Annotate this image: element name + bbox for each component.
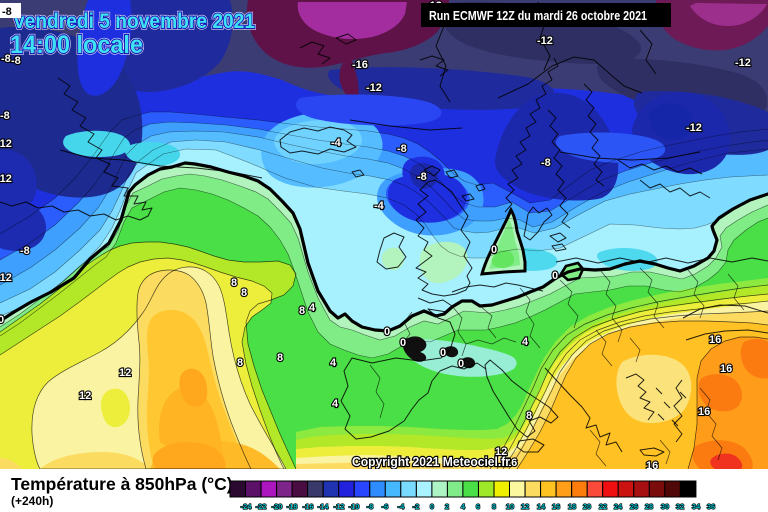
svg-text:0: 0 (400, 337, 406, 349)
svg-text:Température à 850hPa (°C): Température à 850hPa (°C) (11, 474, 233, 494)
svg-text:8: 8 (492, 502, 496, 511)
svg-text:28: 28 (645, 502, 653, 511)
svg-text:26: 26 (630, 502, 638, 511)
svg-text:36: 36 (707, 502, 715, 511)
svg-text:10: 10 (506, 502, 514, 511)
svg-text:vendredi 5 novembre 2021: vendredi 5 novembre 2021 (14, 10, 255, 33)
svg-text:4: 4 (309, 302, 316, 314)
svg-text:-8: -8 (0, 110, 10, 122)
svg-text:Run ECMWF 12Z du mardi 26 octo: Run ECMWF 12Z du mardi 26 octobre 2021 (429, 9, 647, 23)
svg-text:-12: -12 (0, 138, 12, 150)
svg-text:-12: -12 (334, 502, 345, 511)
svg-text:Copyright 2021 Meteociel.fr: Copyright 2021 Meteociel.fr (352, 455, 510, 469)
svg-text:32: 32 (676, 502, 684, 511)
svg-text:-8: -8 (11, 55, 21, 67)
svg-text:0: 0 (491, 244, 497, 256)
svg-text:24: 24 (614, 502, 623, 511)
svg-text:8: 8 (237, 357, 243, 369)
svg-text:0: 0 (384, 326, 390, 338)
svg-text:-8: -8 (367, 502, 374, 511)
svg-text:-18: -18 (287, 502, 298, 511)
svg-text:-12: -12 (0, 173, 12, 185)
svg-text:18: 18 (568, 502, 576, 511)
svg-text:8: 8 (299, 305, 305, 317)
svg-text:14: 14 (537, 502, 546, 511)
svg-text:-12: -12 (735, 57, 751, 69)
svg-text:-4: -4 (398, 502, 405, 511)
svg-text:-16: -16 (352, 59, 368, 71)
svg-text:8: 8 (526, 410, 532, 422)
svg-text:16: 16 (720, 363, 732, 375)
svg-text:-16: -16 (303, 502, 314, 511)
svg-text:16: 16 (709, 334, 721, 346)
svg-text:4: 4 (522, 336, 529, 348)
svg-text:16: 16 (646, 460, 658, 472)
svg-text:0: 0 (430, 502, 434, 511)
svg-text:14:00 locale: 14:00 locale (10, 31, 143, 59)
svg-text:-12: -12 (686, 122, 702, 134)
svg-text:22: 22 (599, 502, 607, 511)
svg-text:-24: -24 (241, 502, 253, 511)
svg-text:0: 0 (552, 270, 558, 282)
svg-text:4: 4 (332, 398, 339, 410)
svg-text:-12: -12 (0, 272, 12, 284)
svg-text:-8: -8 (417, 171, 427, 183)
svg-text:20: 20 (583, 502, 591, 511)
svg-text:-6: -6 (382, 502, 389, 511)
svg-text:-12: -12 (537, 35, 553, 47)
svg-text:34: 34 (692, 502, 701, 511)
svg-text:16: 16 (552, 502, 560, 511)
svg-text:8: 8 (241, 287, 247, 299)
svg-text:-10: -10 (349, 502, 360, 511)
svg-text:12: 12 (521, 502, 529, 511)
svg-text:16: 16 (505, 457, 517, 469)
svg-text:-12: -12 (366, 82, 382, 94)
svg-text:0: 0 (458, 358, 464, 370)
svg-text:-8: -8 (541, 157, 551, 169)
svg-text:-8: -8 (397, 143, 407, 155)
svg-text:12: 12 (495, 446, 507, 458)
svg-text:-2: -2 (413, 502, 420, 511)
svg-text:0: 0 (440, 347, 446, 359)
svg-text:4: 4 (330, 357, 337, 369)
svg-text:-20: -20 (272, 502, 283, 511)
svg-text:8: 8 (277, 352, 283, 364)
svg-text:16: 16 (698, 406, 710, 418)
svg-text:vendredi 5 novembre 2021: vendredi 5 novembre 2021 (14, 10, 255, 33)
svg-text:14:00 locale: 14:00 locale (10, 31, 143, 59)
svg-text:(+240h): (+240h) (11, 494, 53, 508)
svg-text:-4: -4 (331, 137, 342, 149)
svg-text:2: 2 (445, 502, 449, 511)
svg-text:-4: -4 (374, 200, 385, 212)
svg-text:12: 12 (119, 367, 131, 379)
svg-text:4: 4 (461, 502, 466, 511)
svg-text:8: 8 (231, 277, 237, 289)
svg-text:-22: -22 (256, 502, 267, 511)
svg-text:6: 6 (476, 502, 480, 511)
svg-text:-8: -8 (1, 53, 11, 65)
svg-text:0: 0 (0, 314, 4, 326)
svg-text:30: 30 (661, 502, 669, 511)
svg-text:-8: -8 (2, 6, 12, 18)
svg-text:-14: -14 (318, 502, 330, 511)
svg-text:12: 12 (79, 390, 91, 402)
svg-text:-8: -8 (20, 245, 30, 257)
